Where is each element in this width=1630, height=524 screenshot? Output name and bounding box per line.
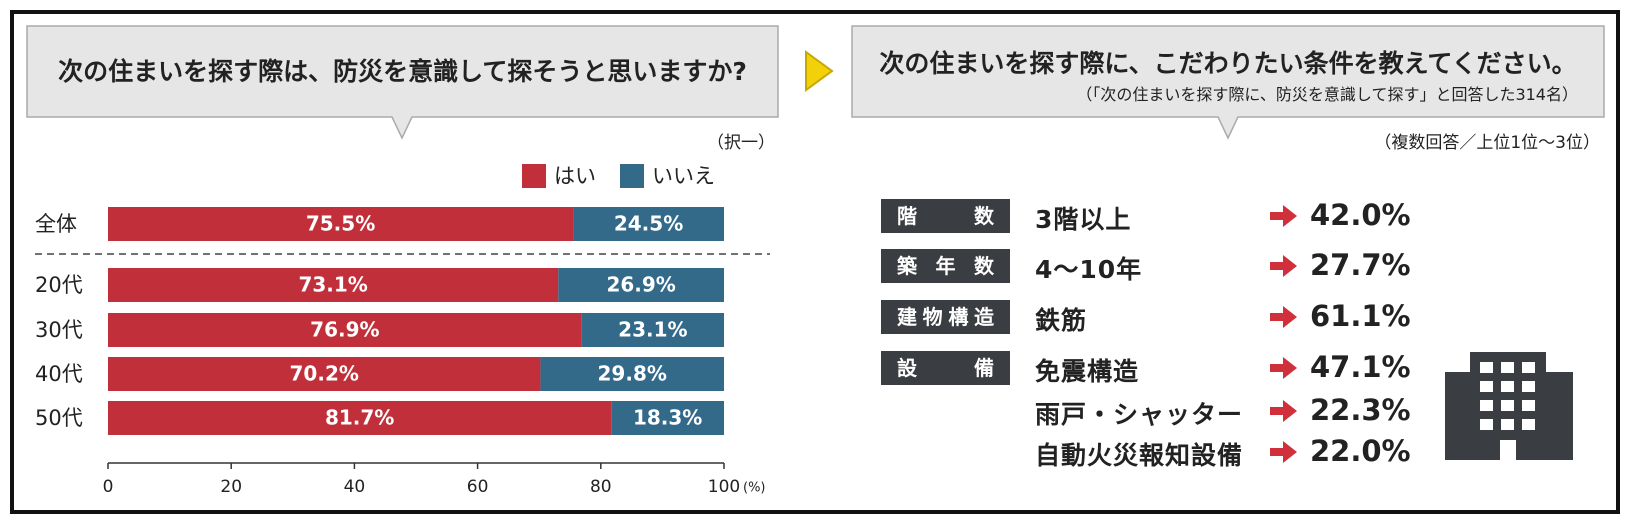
pointer-arrow — [1270, 357, 1297, 379]
bar — [611, 401, 724, 435]
value-label: 23.1% — [618, 318, 687, 342]
pointer-arrow — [1270, 400, 1297, 422]
note: （複数回答／上位1位～3位） — [1374, 133, 1600, 153]
y-tick-label: 40代 — [35, 362, 83, 386]
x-tick-label: 80 — [590, 477, 612, 497]
group-label: 階数 — [881, 199, 1010, 233]
item-value: 22.0% — [1310, 434, 1411, 468]
pointer-arrow — [1270, 205, 1297, 227]
value-label: 73.1% — [298, 273, 367, 297]
pointer-arrow — [1270, 441, 1297, 463]
chart-title: 次の住まいを探す際は、防災を意識して探そうと思いますか? — [58, 57, 747, 86]
legend-swatch — [620, 164, 644, 188]
bar — [108, 207, 574, 241]
value-label: 29.8% — [598, 362, 667, 386]
frame — [10, 10, 1620, 514]
x-tick-label: 40 — [344, 477, 366, 497]
item-value: 22.3% — [1310, 393, 1411, 427]
item-name: 3階以上 — [1035, 205, 1132, 234]
panel-subtitle: （「次の住まいを探す際に、防災を意識して探す」と回答した314名） — [1076, 85, 1578, 104]
x-tick-label: 60 — [467, 477, 489, 497]
value-label: 26.9% — [606, 273, 675, 297]
bar — [581, 313, 724, 347]
group-label: 設備 — [881, 351, 1010, 385]
y-tick-label: 全体 — [35, 212, 77, 236]
bar — [573, 207, 724, 241]
y-tick-label: 30代 — [35, 318, 83, 342]
title-box — [26, 25, 779, 140]
value-label: 75.5% — [306, 212, 375, 236]
bar — [108, 401, 612, 435]
item-name: 4～10年 — [1035, 255, 1143, 284]
bar — [108, 268, 559, 302]
bar — [108, 313, 582, 347]
pointer-arrow — [1270, 306, 1297, 328]
value-label: 18.3% — [633, 406, 702, 430]
title-box — [851, 25, 1605, 140]
pointer-arrow — [1270, 255, 1297, 277]
bar — [558, 268, 724, 302]
value-label: 76.9% — [310, 318, 379, 342]
legend-swatch — [522, 164, 546, 188]
group-label: 建物構造 — [881, 300, 1010, 334]
item-name: 免震構造 — [1035, 357, 1140, 386]
item-value: 27.7% — [1310, 248, 1411, 282]
x-tick-label: 20 — [220, 477, 242, 497]
legend-label: いいえ — [652, 164, 715, 188]
x-tick-label: 0 — [103, 477, 114, 497]
bar — [108, 357, 541, 391]
item-name: 自動火災報知設備 — [1035, 441, 1244, 470]
item-value: 61.1% — [1310, 299, 1411, 333]
value-label: 81.7% — [325, 406, 394, 430]
building-icon — [1445, 352, 1573, 460]
item-name: 鉄筋 — [1035, 306, 1088, 335]
item-value: 42.0% — [1310, 198, 1411, 232]
bar — [540, 357, 724, 391]
note: （択一） — [707, 133, 775, 153]
y-tick-label: 50代 — [35, 406, 83, 430]
legend-label: はい — [554, 164, 596, 188]
x-unit: (%) — [743, 481, 766, 496]
panel-title: 次の住まいを探す際に、こだわりたい条件を教えてください。 — [879, 49, 1577, 78]
value-label: 24.5% — [614, 212, 683, 236]
item-value: 47.1% — [1310, 350, 1411, 384]
flow-arrow — [805, 50, 834, 92]
group-label: 築年数 — [881, 249, 1010, 283]
value-label: 70.2% — [290, 362, 359, 386]
y-tick-label: 20代 — [35, 273, 83, 297]
x-tick-label: 100 — [708, 477, 740, 497]
item-name: 雨戸・シャッター — [1035, 400, 1244, 429]
